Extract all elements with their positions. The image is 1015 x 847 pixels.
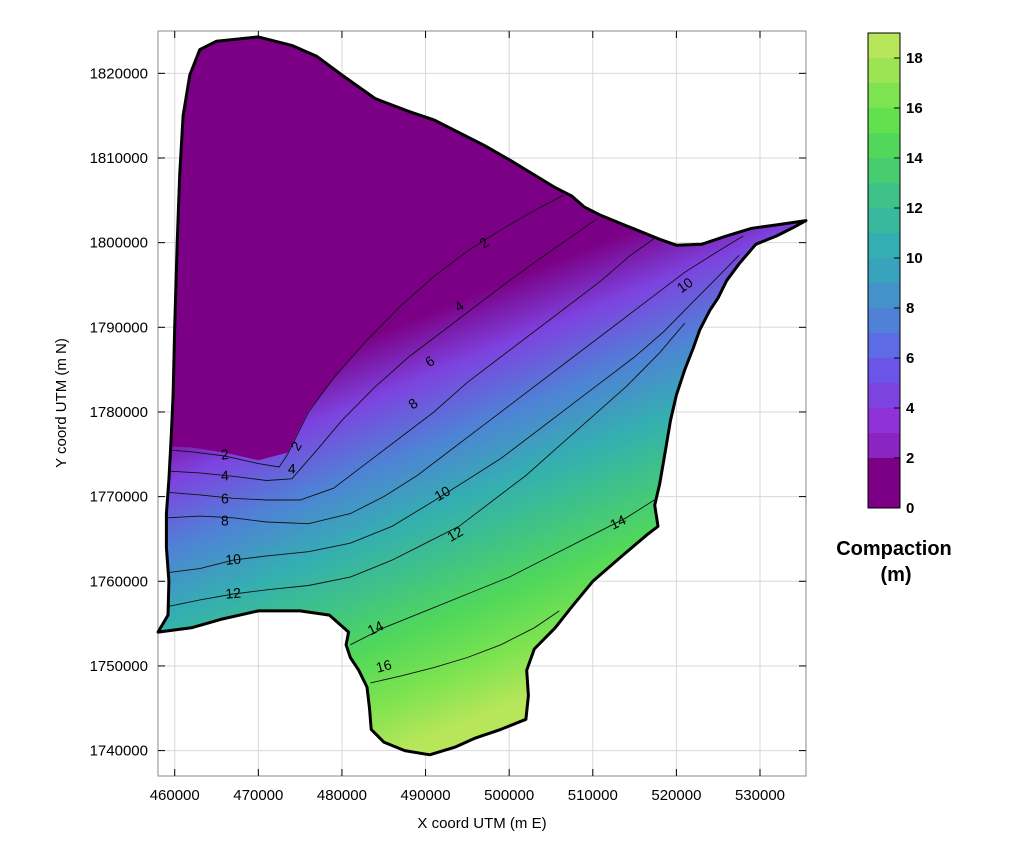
- colorbar-title: Compaction: [836, 538, 952, 560]
- y-tick-label: 1800000: [90, 235, 148, 252]
- contour-label: 10: [225, 551, 242, 568]
- contour-line-4: [169, 218, 598, 481]
- y-tick-label: 1780000: [90, 404, 148, 421]
- colorbar-segment: [868, 283, 900, 308]
- contour-line-6: [168, 237, 656, 501]
- x-tick-label: 480000: [317, 787, 367, 804]
- y-tick-label: 1810000: [90, 150, 148, 167]
- y-tick-label: 1760000: [90, 573, 148, 590]
- colorbar: 0 2 4 6 8 10 12 14 16 18: [867, 32, 923, 517]
- y-tick-label: 1820000: [90, 65, 148, 82]
- x-tick-label: 500000: [484, 787, 534, 804]
- colorbar-segment: [868, 208, 900, 233]
- y-tick-label: 1790000: [90, 319, 148, 336]
- contour-label: 4: [221, 467, 230, 483]
- contour-line-10: [166, 254, 740, 574]
- x-tick-label: 520000: [651, 787, 701, 804]
- contour-line-12: [167, 322, 686, 608]
- colorbar-tick-label: 16: [906, 100, 923, 117]
- contour-label: 8: [221, 512, 230, 528]
- y-tick-label: 1770000: [90, 489, 148, 506]
- colorbar-segment: [868, 333, 900, 358]
- colorbar-segment: [868, 258, 900, 283]
- contour-label: 4: [288, 461, 296, 477]
- contour-label: 14: [365, 617, 386, 638]
- y-axis-title: Y coord UTM (m N): [53, 338, 70, 468]
- colorbar-unit: (m): [880, 564, 911, 586]
- contour-label: 12: [444, 523, 466, 545]
- contour-line-8: [167, 235, 744, 525]
- colorbar-tick-label: 6: [906, 350, 914, 367]
- contour-line-2: [170, 194, 564, 468]
- colorbar-segment: [868, 383, 900, 408]
- colorbar-frame: [867, 32, 901, 509]
- colorbar-segment: [868, 483, 900, 508]
- contour-label: 6: [221, 490, 230, 506]
- colorbar-segment: [868, 458, 900, 483]
- colorbar-segment: [868, 133, 900, 158]
- colorbar-segment: [868, 58, 900, 83]
- colorbar-segment: [868, 83, 900, 108]
- colorbar-segment: [868, 108, 900, 133]
- colorbar-tick-label: 18: [906, 50, 923, 67]
- axis-ticks: 460000 470000 480000 490000 500000 510000 5200…: [90, 31, 806, 804]
- study-area-boundary: [156, 35, 808, 757]
- contour-line-16: [370, 610, 560, 684]
- contour-label: 12: [225, 584, 242, 601]
- colorbar-tick-label: 10: [906, 250, 923, 267]
- colorbar-segment: [868, 358, 900, 383]
- colorbar-tick-label: 12: [906, 200, 923, 217]
- contour-label: 14: [607, 511, 628, 532]
- colorbar-tick-label: 2: [906, 450, 914, 467]
- y-tick-label: 1740000: [90, 743, 148, 760]
- contour-label: 16: [374, 656, 393, 676]
- colorbar-tick-label: 8: [906, 300, 914, 317]
- colorbar-segment: [868, 233, 900, 258]
- contour-line-14: [350, 496, 660, 646]
- x-axis-title: X coord UTM (m E): [417, 815, 546, 832]
- colorbar-segment: [868, 433, 900, 458]
- y-tick-label: 1750000: [90, 658, 148, 675]
- colorbar-tick-label: 14: [906, 150, 923, 167]
- colorbar-tick-label: 4: [906, 400, 915, 417]
- colorbar-segment: [868, 183, 900, 208]
- x-tick-label: 470000: [233, 787, 283, 804]
- x-tick-label: 460000: [150, 787, 200, 804]
- colorbar-segment: [868, 158, 900, 183]
- colorbar-segment: [868, 33, 900, 58]
- contour-label: 2: [220, 446, 229, 463]
- x-tick-label: 510000: [568, 787, 618, 804]
- contour-label: 10: [432, 482, 454, 504]
- colorbar-tick-label: 0: [906, 500, 914, 517]
- x-tick-label: 530000: [735, 787, 785, 804]
- colorbar-segment: [868, 408, 900, 433]
- colorbar-segment: [868, 308, 900, 333]
- x-tick-label: 490000: [401, 787, 451, 804]
- contour-lines: [166, 194, 744, 684]
